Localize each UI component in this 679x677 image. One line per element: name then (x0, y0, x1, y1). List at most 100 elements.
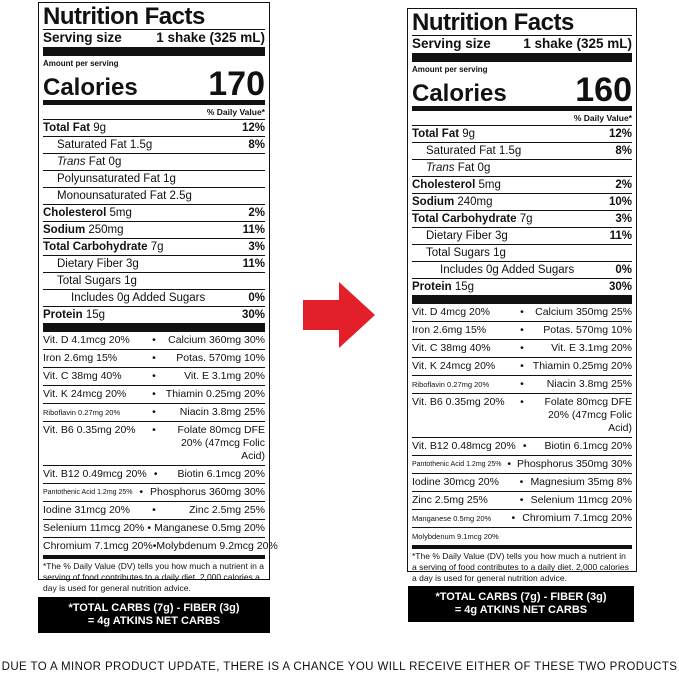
bullet-separator: • (139, 486, 144, 498)
protein-row: Protein 15g 30% (412, 278, 632, 295)
net-carbs-box-right: *TOTAL CARBS (7g) - FIBER (3g) = 4g ATKI… (408, 586, 634, 622)
vitamin-left: Pantothenic Acid 1.2mg 25% (43, 489, 133, 496)
nutrient-name: Dietary Fiber 3g (426, 228, 508, 244)
nutrient-label: Monounsaturated Fat (57, 190, 167, 202)
vitamin-right: Niacin 3.8mg 25% (179, 406, 265, 418)
nutrient-row: Dietary Fiber 3g 11% (412, 227, 632, 244)
nutrition-label-left: Nutrition Facts Serving size 1 shake (325 … (38, 2, 278, 593)
vitamin-row: Manganese 0.5mg 20% • Chromium 7.1mcg 20% (412, 509, 632, 527)
vitamin-left: Manganese 0.5mg 20% (412, 514, 492, 523)
vitamin-right: Magnesium 35mg 8% (530, 476, 632, 488)
nutrient-dv: 8% (248, 139, 265, 151)
vitamin-row: Pantothenic Acid 1.2mg 25% • Phosphorus 35… (412, 455, 632, 473)
vitamin-left: Vit. D 4mcg 20% (412, 306, 491, 318)
nutrient-label: Total Sugars (426, 247, 490, 259)
vitamin-right: Thiamin 0.25mg 20% (165, 388, 265, 400)
nutrient-amount: 7g (150, 241, 164, 253)
nutrient-amount: 1g (493, 247, 506, 259)
medium-divider (412, 545, 632, 549)
nutrient-row: Total Carbohydrate 7g 3% (43, 238, 265, 255)
vitamin-row: Riboflavin 0.27mg 20% • Niacin 3.8mg 25% (43, 403, 265, 421)
nutrient-dv: 0% (615, 264, 632, 276)
serving-size-row: Serving size 1 shake (325 mL) (412, 35, 632, 51)
nutrient-label: Total Carbohydrate (43, 241, 148, 253)
medium-divider (43, 100, 265, 105)
nutrient-amount: 5mg (478, 179, 501, 191)
nutrient-row: Monounsaturated Fat 2.5g (43, 187, 265, 204)
serving-size-label: Serving size (412, 36, 491, 51)
nutrient-label: Sodium (43, 224, 86, 236)
nutrient-dv: 11% (609, 230, 632, 242)
vitamin-left: Iron 2.6mg 15% (43, 352, 118, 364)
bullet-separator (513, 528, 531, 545)
bullet-separator: • (152, 334, 156, 346)
nutrient-row: Dietary Fiber 3g 11% (43, 255, 265, 272)
vitamin-right: Folate 80mcg DFE 20% (47mcg Folic Acid) (177, 424, 265, 462)
nutrient-dv: 10% (608, 196, 632, 208)
nutrient-dv: 8% (615, 145, 632, 157)
amount-per-serving: Amount per serving (412, 65, 488, 74)
vitamin-left: Vit. C 38mg 40% (412, 342, 491, 354)
nutrient-amount: Fat 0g (88, 156, 122, 168)
nutrient-name: Polyunsaturated Fat 1g (57, 171, 176, 187)
nutrient-row: Cholesterol 5mg 2% (43, 204, 265, 221)
medium-divider (412, 106, 632, 111)
vitamin-right: Biotin 6.1mcg 20% (544, 440, 632, 452)
protein-label: Protein (43, 309, 83, 321)
bullet-separator: • (520, 396, 524, 408)
vitamin-row: Vit. B12 0.49mcg 20% • Biotin 6.1mcg 20% (43, 465, 265, 483)
nutrient-row: Polyunsaturated Fat 1g (43, 170, 265, 187)
vitamin-left: Vit. K 24mcg 20% (412, 360, 496, 372)
vitamin-left: Iodine 31mcg 20% (43, 504, 130, 516)
calories-row: Calories 170 (43, 67, 265, 101)
nutrient-name: Total Fat 9g (412, 126, 475, 142)
bullet-separator: • (507, 458, 512, 470)
bullet-separator: • (152, 406, 156, 418)
nutrient-name: Includes 0g Added Sugars (71, 290, 205, 306)
nutrient-dv: 12% (241, 122, 265, 134)
nutrient-name: Trans Fat 0g (57, 154, 121, 170)
nutrient-row: Saturated Fat 1.5g 8% (43, 136, 265, 153)
nutrient-row: Includes 0g Added Sugars 0% (412, 261, 632, 278)
bullet-separator: • (522, 440, 527, 452)
nutrient-row: Total Fat 9g 12% (412, 125, 632, 142)
nutrient-dv: 2% (248, 207, 265, 219)
vitamin-right: Zinc 2.5mg 25% (189, 504, 265, 516)
vitamin-row: Vit. D 4.1mcg 20% • Calcium 360mg 30% (43, 332, 265, 349)
medium-divider (43, 555, 265, 559)
nutrient-amount: 2.5g (169, 190, 192, 202)
protein-name: Protein 15g (412, 279, 474, 295)
protein-dv: 30% (241, 309, 265, 321)
vitamin-row: Vit. B6 0.35mg 20% • Folate 80mcg DFE 20% … (412, 393, 632, 437)
product-update-notice: DUE TO A MINOR PRODUCT UPDATE, THERE IS … (1, 661, 678, 673)
nutrient-label: Saturated Fat (426, 145, 496, 157)
bullet-separator: • (152, 540, 157, 552)
vitamin-left: Chromium 7.1mcg 20% (43, 540, 153, 552)
vitamin-row: Vit. C 38mg 40% • Vit. E 3.1mg 20% (412, 339, 632, 357)
nutrient-label: Cholesterol (412, 179, 476, 191)
nutrient-dv: 3% (615, 213, 632, 225)
vitamin-left: Iodine 30mcg 20% (412, 476, 499, 488)
vitamin-left: Molybdenum 9.1mcg 20% (412, 532, 499, 541)
nutrient-amount: 9g (93, 122, 107, 134)
vitamin-left: Pantothenic Acid 1.2mg 25% (412, 461, 502, 468)
bullet-separator: • (520, 306, 524, 318)
vitamin-row: Iodine 30mcg 20% • Magnesium 35mg 8% (412, 473, 632, 491)
calories-label: Calories (43, 74, 138, 101)
vitamin-row: Iron 2.6mg 15% • Potas. 570mg 10% (412, 321, 632, 339)
nutrient-dv: 11% (242, 224, 265, 236)
nutrient-name: Sodium 250mg (43, 222, 124, 238)
nutrient-amount: 1g (163, 173, 176, 185)
vitamin-row: Riboflavin 0.27mg 20% • Niacin 3.8mg 25% (412, 375, 632, 393)
footnote: *The % Daily Value (DV) tells you how mu… (412, 551, 629, 583)
nutrient-name: Total Sugars 1g (57, 273, 137, 289)
nutrient-row: Total Carbohydrate 7g 3% (412, 210, 632, 227)
nutrient-name: Trans Fat 0g (426, 160, 490, 176)
nutrient-label: Total Fat (412, 128, 460, 140)
bullet-separator: • (147, 522, 152, 534)
bullet-separator: • (519, 494, 524, 506)
nutrient-amount: 9g (462, 128, 476, 140)
vitamin-row: Vit. K 24mcg 20% • Thiamin 0.25mg 20% (43, 385, 265, 403)
nutrient-amount: 7g (519, 213, 533, 225)
calories-value: 160 (575, 71, 632, 109)
